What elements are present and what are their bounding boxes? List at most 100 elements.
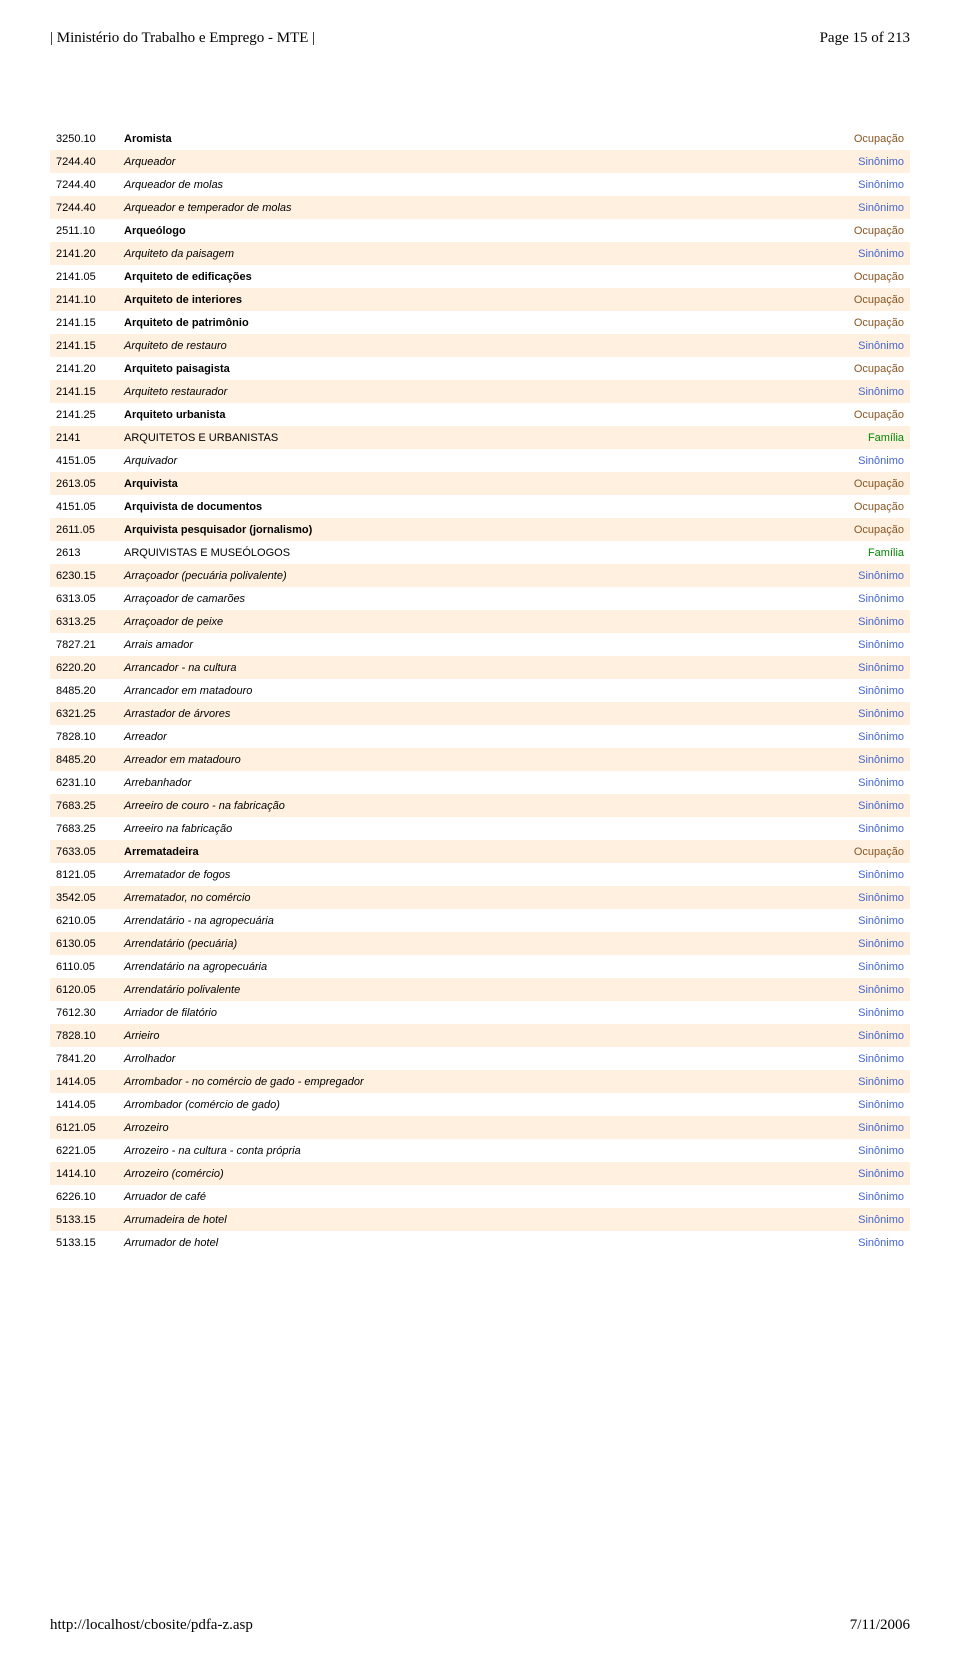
row-type: Sinônimo: [824, 961, 904, 973]
page-header: | Ministério do Trabalho e Emprego - MTE…: [50, 30, 910, 47]
occupation-table: 3250.10AromistaOcupação7244.40ArqueadorS…: [50, 127, 910, 1254]
row-type: Ocupação: [824, 524, 904, 536]
row-description: Arquiteto de interiores: [124, 294, 824, 306]
row-type: Sinônimo: [824, 639, 904, 651]
row-type: Sinônimo: [824, 386, 904, 398]
row-code: 2141.25: [56, 409, 124, 421]
row-code: 1414.05: [56, 1076, 124, 1088]
row-type: Sinônimo: [824, 593, 904, 605]
row-code: 2141.15: [56, 340, 124, 352]
row-code: 5133.15: [56, 1214, 124, 1226]
table-row: 6321.25Arrastador de árvoresSinônimo: [50, 702, 910, 725]
row-code: 7828.10: [56, 731, 124, 743]
row-type: Ocupação: [824, 225, 904, 237]
row-type: Sinônimo: [824, 616, 904, 628]
row-description: Arrombador - no comércio de gado - empre…: [124, 1076, 824, 1088]
row-type: Ocupação: [824, 478, 904, 490]
row-type: Sinônimo: [824, 1191, 904, 1203]
row-description: Arraçoador de peixe: [124, 616, 824, 628]
table-row: 3250.10AromistaOcupação: [50, 127, 910, 150]
row-code: 2611.05: [56, 524, 124, 536]
row-description: Arquivista pesquisador (jornalismo): [124, 524, 824, 536]
footer-right: 7/11/2006: [850, 1617, 910, 1634]
row-type: Sinônimo: [824, 777, 904, 789]
row-code: 1414.05: [56, 1099, 124, 1111]
row-type: Sinônimo: [824, 1053, 904, 1065]
row-type: Ocupação: [824, 501, 904, 513]
row-description: Arriador de filatório: [124, 1007, 824, 1019]
table-row: 7244.40Arqueador e temperador de molasSi…: [50, 196, 910, 219]
row-type: Sinônimo: [824, 662, 904, 674]
row-description: Arrebanhador: [124, 777, 824, 789]
row-type: Ocupação: [824, 363, 904, 375]
table-row: 7683.25Arreeiro na fabricaçãoSinônimo: [50, 817, 910, 840]
row-code: 2141: [56, 432, 124, 444]
row-code: 7828.10: [56, 1030, 124, 1042]
table-row: 7827.21Arrais amadorSinônimo: [50, 633, 910, 656]
row-code: 4151.05: [56, 501, 124, 513]
row-description: Arrendatário (pecuária): [124, 938, 824, 950]
row-type: Sinônimo: [824, 179, 904, 191]
row-code: 6321.25: [56, 708, 124, 720]
table-row: 7612.30Arriador de filatórioSinônimo: [50, 1001, 910, 1024]
row-description: Arquivista: [124, 478, 824, 490]
row-type: Sinônimo: [824, 915, 904, 927]
row-description: Arquiteto urbanista: [124, 409, 824, 421]
table-row: 6221.05Arrozeiro - na cultura - conta pr…: [50, 1139, 910, 1162]
row-code: 7244.40: [56, 202, 124, 214]
table-row: 7683.25Arreeiro de couro - na fabricação…: [50, 794, 910, 817]
row-description: Arrendatário na agropecuária: [124, 961, 824, 973]
row-code: 6230.15: [56, 570, 124, 582]
row-type: Sinônimo: [824, 1145, 904, 1157]
row-description: Arruador de café: [124, 1191, 824, 1203]
table-row: 2141ARQUITETOS E URBANISTASFamília: [50, 426, 910, 449]
header-left: | Ministério do Trabalho e Emprego - MTE…: [50, 30, 315, 47]
table-row: 2141.15Arquiteto de patrimônioOcupação: [50, 311, 910, 334]
table-row: 6210.05Arrendatário - na agropecuáriaSin…: [50, 909, 910, 932]
row-type: Ocupação: [824, 846, 904, 858]
row-description: Arquiteto restaurador: [124, 386, 824, 398]
row-description: Arrozeiro - na cultura - conta própria: [124, 1145, 824, 1157]
table-row: 6130.05Arrendatário (pecuária)Sinônimo: [50, 932, 910, 955]
row-type: Sinônimo: [824, 869, 904, 881]
row-code: 7244.40: [56, 156, 124, 168]
row-description: Arrendatário - na agropecuária: [124, 915, 824, 927]
table-row: 6120.05Arrendatário polivalenteSinônimo: [50, 978, 910, 1001]
table-row: 6121.05ArrozeiroSinônimo: [50, 1116, 910, 1139]
row-code: 3250.10: [56, 133, 124, 145]
row-type: Sinônimo: [824, 1076, 904, 1088]
row-type: Sinônimo: [824, 1030, 904, 1042]
row-type: Sinônimo: [824, 1168, 904, 1180]
row-code: 7612.30: [56, 1007, 124, 1019]
row-description: Arrendatário polivalente: [124, 984, 824, 996]
row-type: Família: [824, 432, 904, 444]
row-type: Sinônimo: [824, 731, 904, 743]
table-row: 1414.05Arrombador - no comércio de gado …: [50, 1070, 910, 1093]
table-row: 8485.20Arrancador em matadouroSinônimo: [50, 679, 910, 702]
table-row: 3542.05Arrematador, no comércioSinônimo: [50, 886, 910, 909]
row-type: Ocupação: [824, 409, 904, 421]
row-type: Sinônimo: [824, 800, 904, 812]
row-code: 6221.05: [56, 1145, 124, 1157]
row-code: 2141.05: [56, 271, 124, 283]
row-type: Sinônimo: [824, 1122, 904, 1134]
row-code: 6121.05: [56, 1122, 124, 1134]
row-code: 7683.25: [56, 800, 124, 812]
row-description: Arquiteto de patrimônio: [124, 317, 824, 329]
row-code: 7683.25: [56, 823, 124, 835]
table-row: 7244.40ArqueadorSinônimo: [50, 150, 910, 173]
row-description: Arquiteto da paisagem: [124, 248, 824, 260]
row-description: Arquivador: [124, 455, 824, 467]
row-code: 2511.10: [56, 225, 124, 237]
row-description: Arrolhador: [124, 1053, 824, 1065]
row-description: Arrumadeira de hotel: [124, 1214, 824, 1226]
row-description: Arrieiro: [124, 1030, 824, 1042]
row-description: Arqueador de molas: [124, 179, 824, 191]
page-footer: http://localhost/cbosite/pdfa-z.asp 7/11…: [50, 1617, 910, 1634]
row-type: Sinônimo: [824, 754, 904, 766]
row-description: Arrancador - na cultura: [124, 662, 824, 674]
table-row: 6220.20Arrancador - na culturaSinônimo: [50, 656, 910, 679]
table-row: 6231.10ArrebanhadorSinônimo: [50, 771, 910, 794]
table-row: 2141.20Arquiteto da paisagemSinônimo: [50, 242, 910, 265]
row-description: Arrancador em matadouro: [124, 685, 824, 697]
